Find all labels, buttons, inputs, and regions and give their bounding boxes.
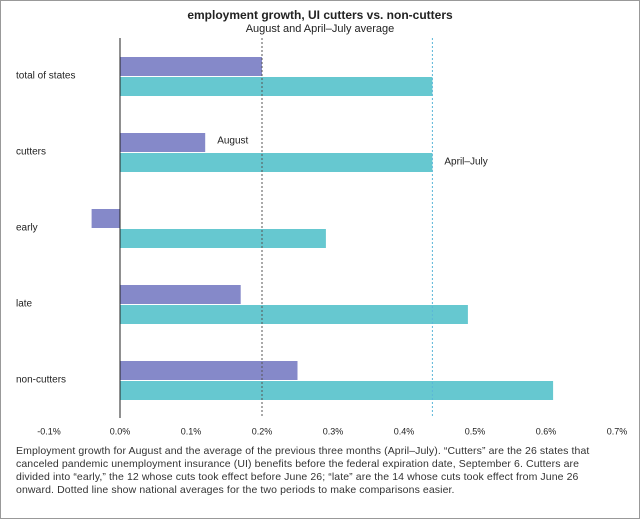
chart-subtitle: August and April–July average	[246, 23, 395, 35]
bar	[120, 229, 326, 248]
y-tick-label: cutters	[16, 147, 46, 158]
bar	[120, 133, 206, 152]
series-label: April–July	[444, 157, 487, 168]
x-tick-label: 0.3%	[323, 426, 344, 436]
x-tick-label: -0.1%	[37, 426, 61, 436]
bar	[120, 361, 298, 380]
bar	[120, 285, 241, 304]
bar	[91, 209, 120, 228]
chart-title: employment growth, UI cutters vs. non-cu…	[187, 8, 453, 22]
series-label: August	[217, 136, 248, 147]
x-tick-label: 0.1%	[181, 426, 202, 436]
y-tick-label: early	[16, 223, 38, 234]
footnote: Employment growth for August and the ave…	[16, 445, 590, 496]
bar	[120, 381, 554, 400]
bar	[120, 153, 433, 172]
y-tick-label: total of states	[16, 71, 75, 82]
y-tick-label: non-cutters	[16, 375, 66, 386]
bar	[120, 77, 433, 96]
y-tick-label: late	[16, 299, 33, 310]
x-tick-label: 0.7%	[607, 426, 628, 436]
x-tick-label: 0.4%	[394, 426, 415, 436]
x-tick-label: 0.2%	[252, 426, 273, 436]
bar	[120, 305, 468, 324]
bar	[120, 57, 262, 76]
x-tick-label: 0.0%	[110, 426, 131, 436]
x-tick-label: 0.6%	[536, 426, 557, 436]
chart: employment growth, UI cutters vs. non-cu…	[16, 8, 628, 436]
x-tick-label: 0.5%	[465, 426, 486, 436]
